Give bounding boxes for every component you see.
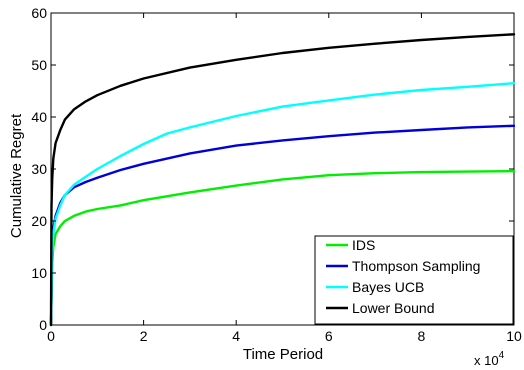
x-tick-label: 0 — [47, 328, 55, 344]
y-tick-label: 20 — [31, 213, 47, 229]
legend-label: IDS — [352, 237, 375, 253]
series-layer — [49, 33, 516, 327]
x-tick-label: 2 — [140, 328, 148, 344]
legend-box — [314, 235, 514, 325]
y-tick-label: 10 — [31, 265, 47, 281]
series-line-ids — [49, 169, 516, 327]
y-tick-label: 30 — [31, 161, 47, 177]
series-line-bayes-ucb — [49, 81, 516, 327]
x-tick-label: 8 — [418, 328, 426, 344]
x-tick-label: 10 — [506, 328, 522, 344]
legend: IDS Thompson Sampling Bayes UCB Lower Bound — [314, 235, 514, 325]
y-tick-label: 60 — [31, 5, 47, 21]
y-axis-label: Cumulative Regret — [8, 113, 25, 238]
legend-entries: IDS Thompson Sampling Bayes UCB Lower Bound — [326, 237, 480, 316]
x-tick-label: 6 — [325, 328, 333, 344]
y-tick-label: 40 — [31, 109, 47, 125]
series-line-lower-bound — [49, 33, 516, 327]
y-tick-label: 0 — [39, 317, 47, 333]
x-tick-label: 4 — [232, 328, 240, 344]
y-tick-label: 50 — [31, 57, 47, 73]
ticks-layer: 0 2 4 6 8 10 0 10 20 30 40 50 60 — [31, 5, 522, 344]
x-axis-exponent: x 104 — [474, 350, 505, 368]
legend-label: Lower Bound — [352, 300, 435, 316]
legend-label: Bayes UCB — [352, 279, 424, 295]
x-axis-label: Time Period — [243, 346, 323, 363]
legend-label: Thompson Sampling — [352, 258, 480, 274]
x-axis-exponent-base: x 10 — [474, 353, 499, 368]
x-axis-exponent-power: 4 — [499, 350, 505, 361]
